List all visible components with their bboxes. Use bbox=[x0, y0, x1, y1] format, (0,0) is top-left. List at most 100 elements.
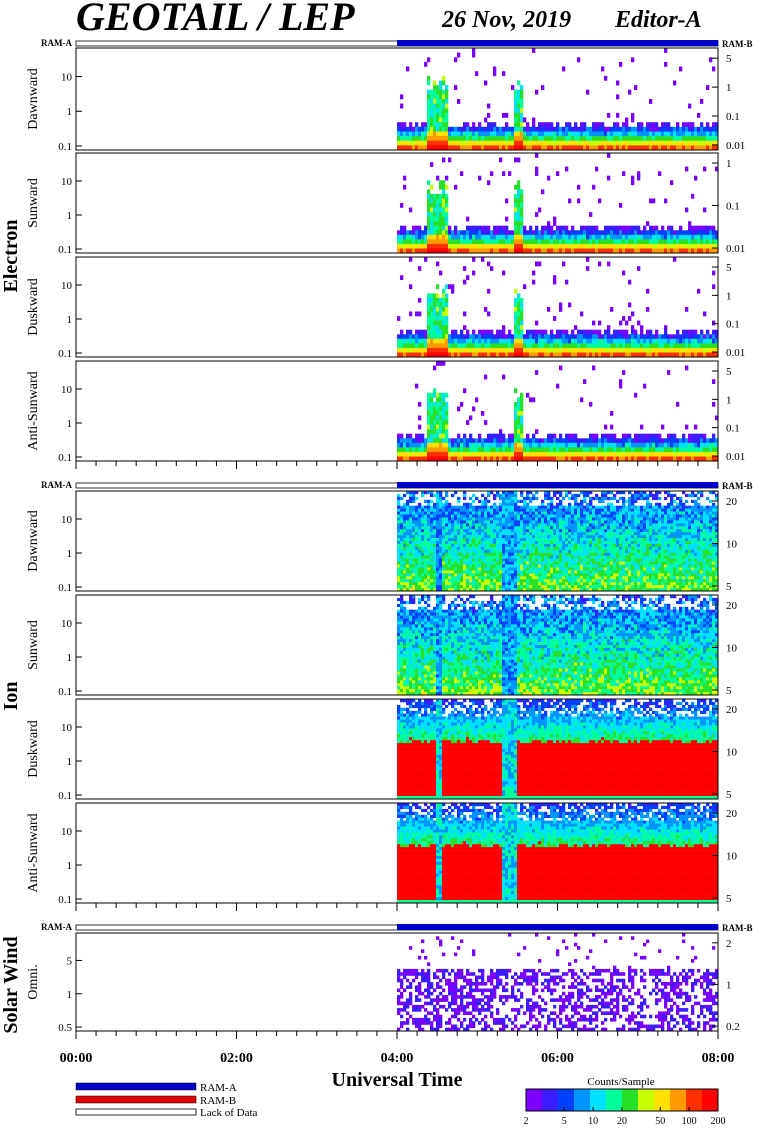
left-tick-label: 10 bbox=[61, 384, 73, 396]
right-tick-label: 1 bbox=[726, 979, 732, 991]
x-tick-label: 08:00 bbox=[702, 1051, 735, 1066]
colorbar-tick-label: 100 bbox=[682, 1116, 697, 1127]
legend-swatch-ram-a bbox=[75, 1082, 197, 1091]
left-tick-label: 10 bbox=[61, 280, 73, 292]
ram-a-data-bar bbox=[397, 924, 718, 930]
left-tick-label: 1 bbox=[67, 652, 73, 664]
left-tick-label: 0.5 bbox=[58, 1022, 72, 1034]
heatmap-cells bbox=[397, 595, 719, 696]
panel-7: Anti-Sunward 10 1 0.1 20 10 5 bbox=[26, 802, 738, 906]
left-tick-label: 0.1 bbox=[58, 894, 72, 906]
colorbar-tick-label: 2 bbox=[524, 1116, 529, 1127]
ram-bar-0: RAM-A RAM-B bbox=[41, 38, 753, 49]
right-tick-label: 0.2 bbox=[726, 1021, 740, 1033]
right-tick-label: 10 bbox=[726, 747, 738, 759]
panel-0: Dawnward 10 1 0.1 5 1 0.1 0.01 bbox=[26, 47, 745, 153]
left-tick-label: 1 bbox=[67, 989, 73, 1001]
right-tick-label: 10 bbox=[726, 643, 738, 655]
x-tick-label: 02:00 bbox=[220, 1051, 253, 1066]
right-tick-label: 5 bbox=[726, 789, 732, 801]
right-tick-label: 5 bbox=[726, 581, 732, 593]
right-tick-label: 5 bbox=[726, 262, 732, 274]
right-tick-label: 5 bbox=[726, 366, 732, 378]
x-tick-label: 04:00 bbox=[381, 1051, 414, 1066]
panel-2: Duskward 10 1 0.1 5 1 0.1 0.01 bbox=[26, 256, 745, 360]
heatmap-cells bbox=[397, 48, 719, 151]
right-tick-label: 5 bbox=[726, 53, 732, 65]
right-tick-label: 5 bbox=[726, 893, 732, 905]
right-tick-label: 20 bbox=[726, 600, 738, 612]
group-label-solar-wind: Solar Wind bbox=[0, 936, 22, 1033]
left-tick-label: 1 bbox=[67, 860, 73, 872]
ram-a-data-bar bbox=[397, 482, 718, 488]
panel-ylabel: Sunward bbox=[26, 620, 41, 670]
figure-title: GEOTAIL / LEP bbox=[76, 0, 355, 39]
left-tick-label: 0.1 bbox=[58, 244, 72, 256]
left-tick-label: 1 bbox=[67, 548, 73, 560]
right-tick-label: 10 bbox=[726, 539, 738, 551]
colorbar-title: Counts/Sample bbox=[587, 1076, 654, 1088]
panel-frame bbox=[75, 490, 719, 592]
panel-frame bbox=[75, 594, 719, 696]
right-tick-label: 1 bbox=[726, 394, 732, 406]
ram-bar-1: RAM-A RAM-B bbox=[41, 480, 753, 491]
panel-3: Anti-Sunward 10 1 0.1 5 1 0.1 0.01 bbox=[26, 360, 745, 464]
x-axis-label: Universal Time bbox=[332, 1069, 463, 1091]
left-tick-label: 0.1 bbox=[58, 452, 72, 464]
legend: RAM-A RAM-B Lack of Data bbox=[75, 1082, 258, 1119]
right-tick-label: 0.01 bbox=[726, 451, 745, 463]
panel-frame bbox=[75, 152, 719, 254]
ram-a-data-bar bbox=[397, 40, 718, 46]
left-tick-label: 10 bbox=[61, 72, 73, 84]
right-tick-label: 0.01 bbox=[726, 243, 745, 255]
heatmap-cells bbox=[397, 933, 719, 1032]
legend-label-ram-b: RAM-B bbox=[200, 1095, 236, 1107]
left-tick-label: 1 bbox=[67, 210, 73, 222]
left-tick-label: 1 bbox=[67, 418, 73, 430]
heatmap-cells bbox=[397, 803, 719, 904]
left-tick-label: 1 bbox=[67, 756, 73, 768]
legend-label-ram-a: RAM-A bbox=[200, 1082, 237, 1094]
time-axis: 00:00 02:00 04:00 06:00 08:00 bbox=[60, 461, 735, 1066]
ram-bar-2: RAM-A RAM-B bbox=[41, 922, 753, 933]
left-tick-label: 10 bbox=[61, 176, 73, 188]
panel-4: Dawnward 10 1 0.1 20 10 5 bbox=[26, 490, 738, 594]
panel-ylabel: Duskward bbox=[26, 278, 41, 336]
ram-label-left: RAM-A bbox=[41, 922, 72, 932]
colorbar-tick-label: 5 bbox=[562, 1116, 567, 1127]
right-tick-label: 0.01 bbox=[726, 140, 745, 152]
heatmap-cells bbox=[397, 699, 719, 800]
heatmap-cells bbox=[397, 491, 719, 592]
left-tick-label: 10 bbox=[61, 514, 73, 526]
right-tick-label: 0.1 bbox=[726, 111, 740, 123]
colorbar-tick-label: 200 bbox=[711, 1116, 726, 1127]
group-label-ion: Ion bbox=[0, 682, 22, 711]
right-tick-label: 20 bbox=[726, 704, 738, 716]
colorbar: Counts/Sample 2 5 10 20 50 100 200 bbox=[524, 1076, 726, 1127]
right-tick-label: 0.01 bbox=[726, 347, 745, 359]
ram-label-left: RAM-A bbox=[41, 38, 72, 48]
heatmap-cells bbox=[397, 153, 719, 254]
right-tick-label: 2 bbox=[726, 938, 732, 950]
figure-date: 26 Nov, 2019 bbox=[441, 7, 571, 33]
left-tick-label: 0.1 bbox=[58, 686, 72, 698]
panel-ylabel: Sunward bbox=[26, 178, 41, 228]
left-tick-label: 0.1 bbox=[58, 790, 72, 802]
ram-label-left: RAM-A bbox=[41, 480, 72, 490]
right-tick-label: 20 bbox=[726, 808, 738, 820]
right-tick-label: 1 bbox=[726, 82, 732, 94]
left-tick-label: 0.1 bbox=[58, 141, 72, 153]
panel-frame bbox=[75, 698, 719, 800]
right-tick-label: 20 bbox=[726, 496, 738, 508]
left-tick-label: 1 bbox=[67, 106, 73, 118]
ram-label-right: RAM-B bbox=[722, 39, 753, 49]
left-tick-label: 10 bbox=[61, 722, 73, 734]
group-label-electron: Electron bbox=[0, 220, 22, 293]
legend-label-lack-of-data: Lack of Data bbox=[200, 1107, 258, 1119]
ram-label-right: RAM-B bbox=[722, 481, 753, 491]
left-tick-label: 10 bbox=[61, 618, 73, 630]
legend-swatch-lack-of-data bbox=[75, 1108, 197, 1116]
right-tick-label: 10 bbox=[726, 851, 738, 863]
